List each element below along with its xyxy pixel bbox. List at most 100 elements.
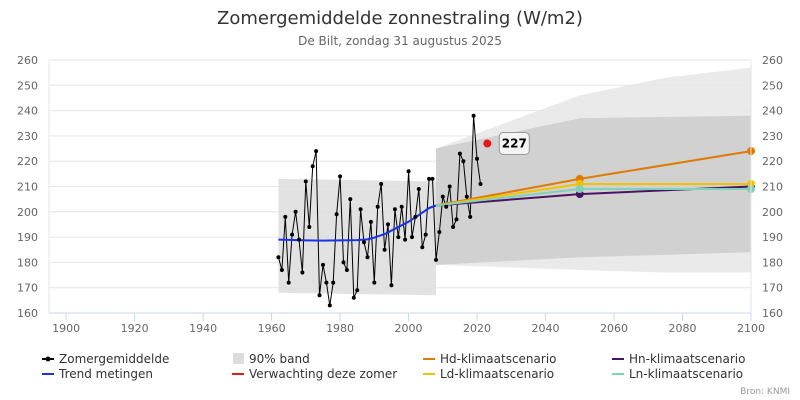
legend[interactable]: Zomergemiddelde 90% band Hd-klimaatscenari… <box>42 352 745 381</box>
y-tick-label-right: 260 <box>762 54 783 67</box>
y-tick-label-right: 160 <box>762 307 783 320</box>
observation-point <box>351 295 356 300</box>
x-tick-label: 1920 <box>121 322 149 335</box>
observation-point <box>413 214 418 219</box>
observation-point <box>365 255 370 260</box>
observation-point <box>396 235 401 240</box>
y-tick-label-left: 250 <box>17 79 38 92</box>
observation-point <box>382 247 387 252</box>
x-tick-label: 2040 <box>532 322 560 335</box>
legend-marker <box>45 356 51 362</box>
callout-label: 227 <box>502 136 527 150</box>
observation-point <box>279 268 284 272</box>
observation-point <box>362 240 366 245</box>
legend-label: Zomergemiddelde <box>59 352 169 366</box>
y-tick-label-right: 200 <box>762 206 783 219</box>
y-tick-label-left: 220 <box>17 155 38 168</box>
y-tick-label-right: 170 <box>762 282 783 295</box>
observation-point <box>317 293 322 298</box>
observation-point <box>392 207 397 212</box>
observation-point <box>406 169 411 174</box>
axes: 160 160 170 170 180 180 190 190 200 200 210 210 220 2… <box>17 54 783 335</box>
legend-label: Ln-klimaatscenario <box>629 367 743 381</box>
observation-point <box>310 164 315 169</box>
observation-point <box>368 219 373 224</box>
observation-point <box>457 151 462 156</box>
observation-point <box>375 204 380 209</box>
observation-point <box>331 280 336 285</box>
y-tick-label-left: 180 <box>17 256 38 269</box>
observation-point <box>423 232 428 237</box>
legend-label: 90% band <box>249 352 310 366</box>
observation-point <box>293 209 298 214</box>
observation-point <box>358 207 363 212</box>
observation-point <box>461 159 466 164</box>
observation-point <box>344 268 349 272</box>
observation-point <box>355 288 360 293</box>
observation-point <box>348 197 353 202</box>
observation-point <box>379 182 384 186</box>
observation-point <box>440 194 445 199</box>
observation-point <box>341 260 346 265</box>
legend-symbol <box>233 353 244 364</box>
x-tick-label: 1900 <box>52 322 80 335</box>
observation-point <box>276 255 281 260</box>
observation-point <box>290 232 295 237</box>
observation-point <box>324 280 329 285</box>
y-tick-label-right: 220 <box>762 155 783 168</box>
chart-subtitle: De Bilt, zondag 31 augustus 2025 <box>298 34 502 48</box>
observation-point <box>454 217 459 222</box>
credit[interactable]: Bron: KNMI <box>740 387 790 397</box>
observation-point <box>427 176 432 181</box>
y-tick-label-right: 180 <box>762 256 783 269</box>
forecast-callout: 227 <box>498 131 530 155</box>
observation-point <box>475 156 479 161</box>
observation-point <box>314 149 319 154</box>
observation-point <box>403 237 408 242</box>
x-tick-label: 2080 <box>669 322 697 335</box>
observation-point <box>451 225 456 229</box>
observation-point <box>420 245 425 250</box>
observation-point <box>303 179 308 184</box>
y-tick-label-left: 170 <box>17 282 38 295</box>
legend-label: Hn-klimaatscenario <box>629 352 745 366</box>
legend-label: Trend metingen <box>58 367 153 381</box>
x-tick-label: 1940 <box>189 322 217 335</box>
observation-point <box>471 113 476 118</box>
observation-point <box>399 204 404 209</box>
y-tick-label-left: 230 <box>17 130 38 143</box>
observation-point <box>464 194 469 199</box>
y-tick-label-left: 200 <box>17 206 38 219</box>
observation-point <box>468 214 473 219</box>
y-tick-label-right: 230 <box>762 130 783 143</box>
observation-point <box>389 283 394 288</box>
chart-title: Zomergemiddelde zonnestraling (W/m2) <box>217 8 583 29</box>
y-tick-label-right: 210 <box>762 181 783 194</box>
callout-box <box>498 131 530 155</box>
y-tick-label-right: 250 <box>762 79 783 92</box>
observation-point <box>444 204 449 209</box>
x-tick-label: 1960 <box>258 322 286 335</box>
observation-point <box>416 187 421 191</box>
y-tick-label-left: 160 <box>17 307 38 320</box>
y-tick-label-left: 260 <box>17 54 38 67</box>
observation-point <box>447 184 452 189</box>
observation-point <box>286 280 291 285</box>
observation-point <box>410 235 414 240</box>
observation-point <box>338 174 343 179</box>
observation-point <box>297 237 301 242</box>
legend-label: Verwachting deze zomer <box>249 367 397 381</box>
y-tick-label-right: 190 <box>762 231 783 244</box>
observation-point <box>437 230 442 234</box>
observation-point <box>386 222 390 227</box>
y-tick-label-left: 190 <box>17 231 38 244</box>
observation-point <box>321 262 325 267</box>
legend-label: Ld-klimaatscenario <box>440 367 554 381</box>
y-tick-label-left: 210 <box>17 181 38 194</box>
observation-point <box>434 257 438 262</box>
scenario-point <box>575 185 584 194</box>
data-points <box>276 113 755 308</box>
x-tick-label: 2100 <box>737 322 765 335</box>
x-tick-label: 2020 <box>463 322 491 335</box>
